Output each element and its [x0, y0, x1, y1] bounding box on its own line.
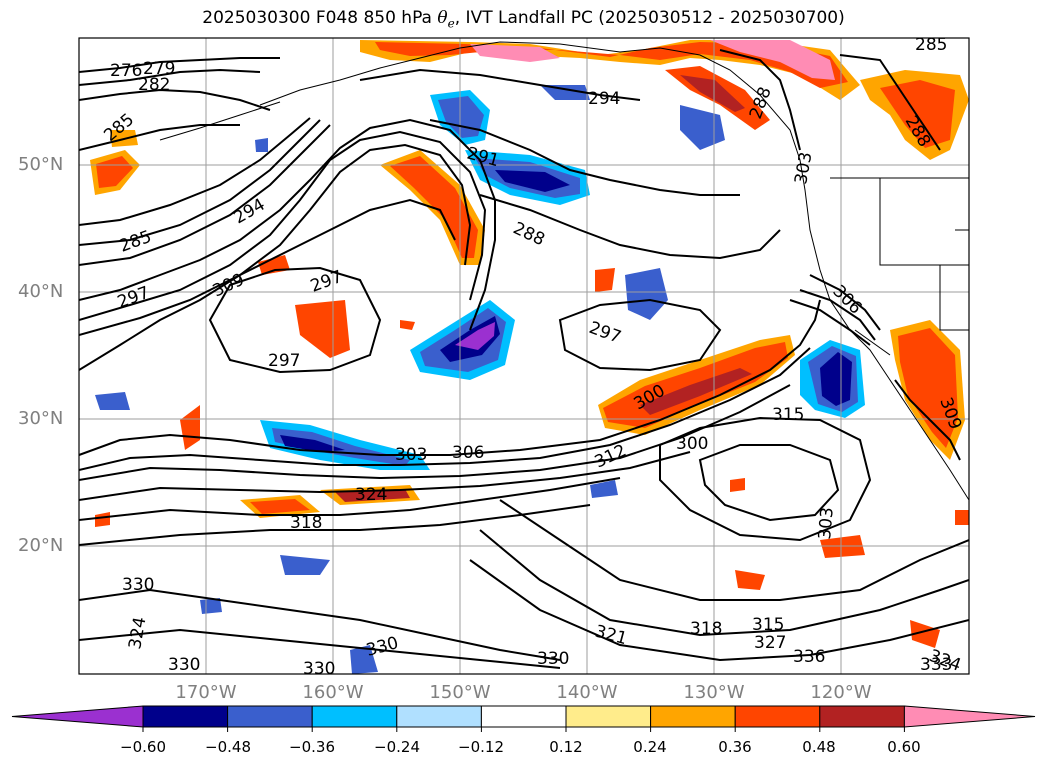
title-suffix: , IVT Landfall PC (2025030512 - 20250307…	[454, 8, 845, 28]
contour-label: 300	[676, 434, 708, 454]
colorbar-tick-label: 0.12	[549, 738, 583, 756]
contour-label: 324	[355, 485, 387, 505]
contour-label: 336	[793, 647, 825, 667]
contour-label: 333	[920, 655, 952, 675]
colorbar-tick-label: −0.24	[374, 738, 420, 756]
title-theta: θ	[437, 8, 448, 28]
lon-label-120w: 120°W	[810, 682, 872, 703]
colorbar-segment	[227, 705, 313, 728]
contour-label: 276	[110, 61, 142, 81]
coastlines	[159, 41, 969, 501]
colorbar-tick-label: −0.60	[120, 738, 166, 756]
contour-label: 327	[754, 633, 786, 653]
lat-label-50n: 50°N	[18, 154, 64, 175]
contour-label: 294	[588, 89, 620, 109]
colorbar	[11, 705, 1036, 732]
lon-label-140w: 140°W	[556, 682, 618, 703]
theta-e-contours	[79, 49, 969, 669]
title-prefix: 2025030300 F048 850 hPa	[202, 8, 438, 28]
contour-label: 318	[690, 619, 722, 639]
colorbar-tick-label: −0.48	[205, 738, 251, 756]
colorbar-tick-label: 0.60	[887, 738, 921, 756]
colorbar-tick-label: 0.48	[802, 738, 836, 756]
colorbar-segment	[819, 705, 905, 728]
lat-label-40n: 40°N	[18, 281, 64, 302]
colorbar-extend-max	[903, 705, 1036, 728]
contour-label: 303	[395, 445, 427, 465]
colorbar-segment	[396, 705, 482, 728]
lat-label-20n: 20°N	[18, 535, 64, 556]
colorbar-segment	[565, 705, 652, 728]
colorbar-tick-label: 0.36	[718, 738, 752, 756]
colorbar-segment	[311, 705, 398, 728]
contour-label: 297	[268, 351, 300, 371]
contour-label: 330	[303, 659, 335, 679]
contour-label: 330	[168, 655, 200, 675]
contour-label: 306	[452, 443, 484, 463]
colorbar-tick-label: −0.36	[289, 738, 335, 756]
colorbar-tick-label: 0.24	[633, 738, 667, 756]
contour-label: 315	[752, 615, 784, 635]
graticule	[79, 38, 969, 674]
lon-label-130w: 130°W	[683, 682, 745, 703]
lon-label-170w: 170°W	[175, 682, 237, 703]
contour-label: 303	[815, 506, 838, 540]
map-frame	[78, 37, 970, 675]
contour-label: 315	[772, 405, 804, 425]
colorbar-extend-min	[11, 705, 144, 728]
colorbar-segment	[142, 705, 229, 728]
contour-label: 279	[143, 59, 175, 79]
pc-shading	[90, 40, 969, 674]
title-theta-subscript: e	[447, 16, 455, 31]
colorbar-segment	[480, 705, 567, 728]
colorbar-segment	[734, 705, 821, 728]
contour-label: 285	[915, 35, 947, 55]
colorbar-tick-label: −0.12	[458, 738, 504, 756]
colorbar-segment	[650, 705, 736, 728]
contour-label: 330	[537, 649, 569, 669]
lon-label-150w: 150°W	[429, 682, 491, 703]
lat-label-30n: 30°N	[18, 408, 64, 429]
contour-label: 330	[122, 575, 154, 595]
figure-title: 2025030300 F048 850 hPa θe, IVT Landfall…	[0, 8, 1047, 30]
contour-label: 282	[138, 75, 170, 95]
lon-label-160w: 160°W	[302, 682, 364, 703]
map-content: 276 279 282 285 294 285 294 291 288 297 …	[79, 35, 969, 679]
contour-label: 318	[290, 513, 322, 533]
